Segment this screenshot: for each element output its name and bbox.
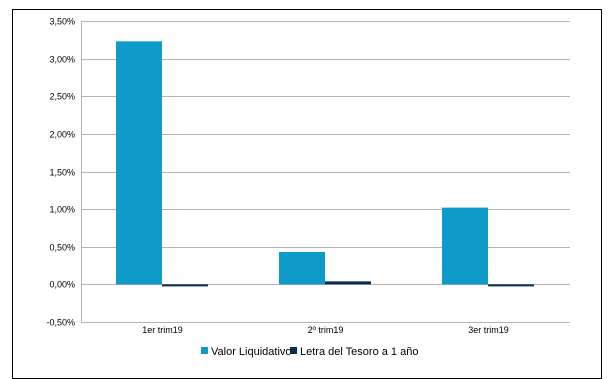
bar-letra-del-tesoro-a-1-ano-1er-trim19: [162, 284, 208, 287]
bar-valor-liquidativo-1er-trim19: [116, 41, 162, 285]
bars: [116, 41, 534, 287]
y-tick-label: 3,00%: [49, 55, 75, 65]
y-tick-label: 2,50%: [49, 92, 75, 102]
y-tick-labels: 3,50% 3,00% 2,50% 2,00% 1,50% 1,00% 0,50% 0,00%…: [46, 17, 75, 328]
x-tick-label: 2º trim19: [308, 325, 344, 335]
x-tick-labels: 1er trim19 2º trim19 3er trim19: [142, 325, 509, 335]
legend: Valor Liquidativo Letra del Tesoro a 1 a…: [201, 346, 418, 358]
chart-frame: [12, 9, 602, 379]
x-tick-label: 3er trim19: [468, 325, 509, 335]
gridlines: [81, 21, 570, 323]
bar-chart: 3,50% 3,00% 2,50% 2,00% 1,50% 1,00% 0,50% 0,00%…: [46, 17, 570, 358]
bar-valor-liquidativo-2-trim19: [279, 252, 325, 285]
legend-swatch-letra-del-tesoro: [290, 347, 297, 354]
y-tick-label: 3,50%: [49, 17, 75, 27]
bar-letra-del-tesoro-a-1-ano-2-trim19: [325, 281, 371, 285]
y-tick-label: 0,50%: [49, 243, 75, 253]
legend-label-valor-liquidativo: Valor Liquidativo: [211, 346, 292, 358]
y-tick-label: 1,00%: [49, 205, 75, 215]
x-tick-label: 1er trim19: [142, 325, 183, 335]
legend-label-letra-del-tesoro: Letra del Tesoro a 1 año: [300, 346, 418, 358]
y-tick-label: -0,50%: [46, 318, 75, 328]
bar-valor-liquidativo-3er-trim19: [442, 207, 488, 285]
bar-letra-del-tesoro-a-1-ano-3er-trim19: [488, 284, 534, 287]
legend-swatch-valor-liquidativo: [201, 347, 208, 354]
y-tick-label: 0,00%: [49, 280, 75, 290]
y-tick-label: 2,00%: [49, 130, 75, 140]
y-tick-label: 1,50%: [49, 168, 75, 178]
